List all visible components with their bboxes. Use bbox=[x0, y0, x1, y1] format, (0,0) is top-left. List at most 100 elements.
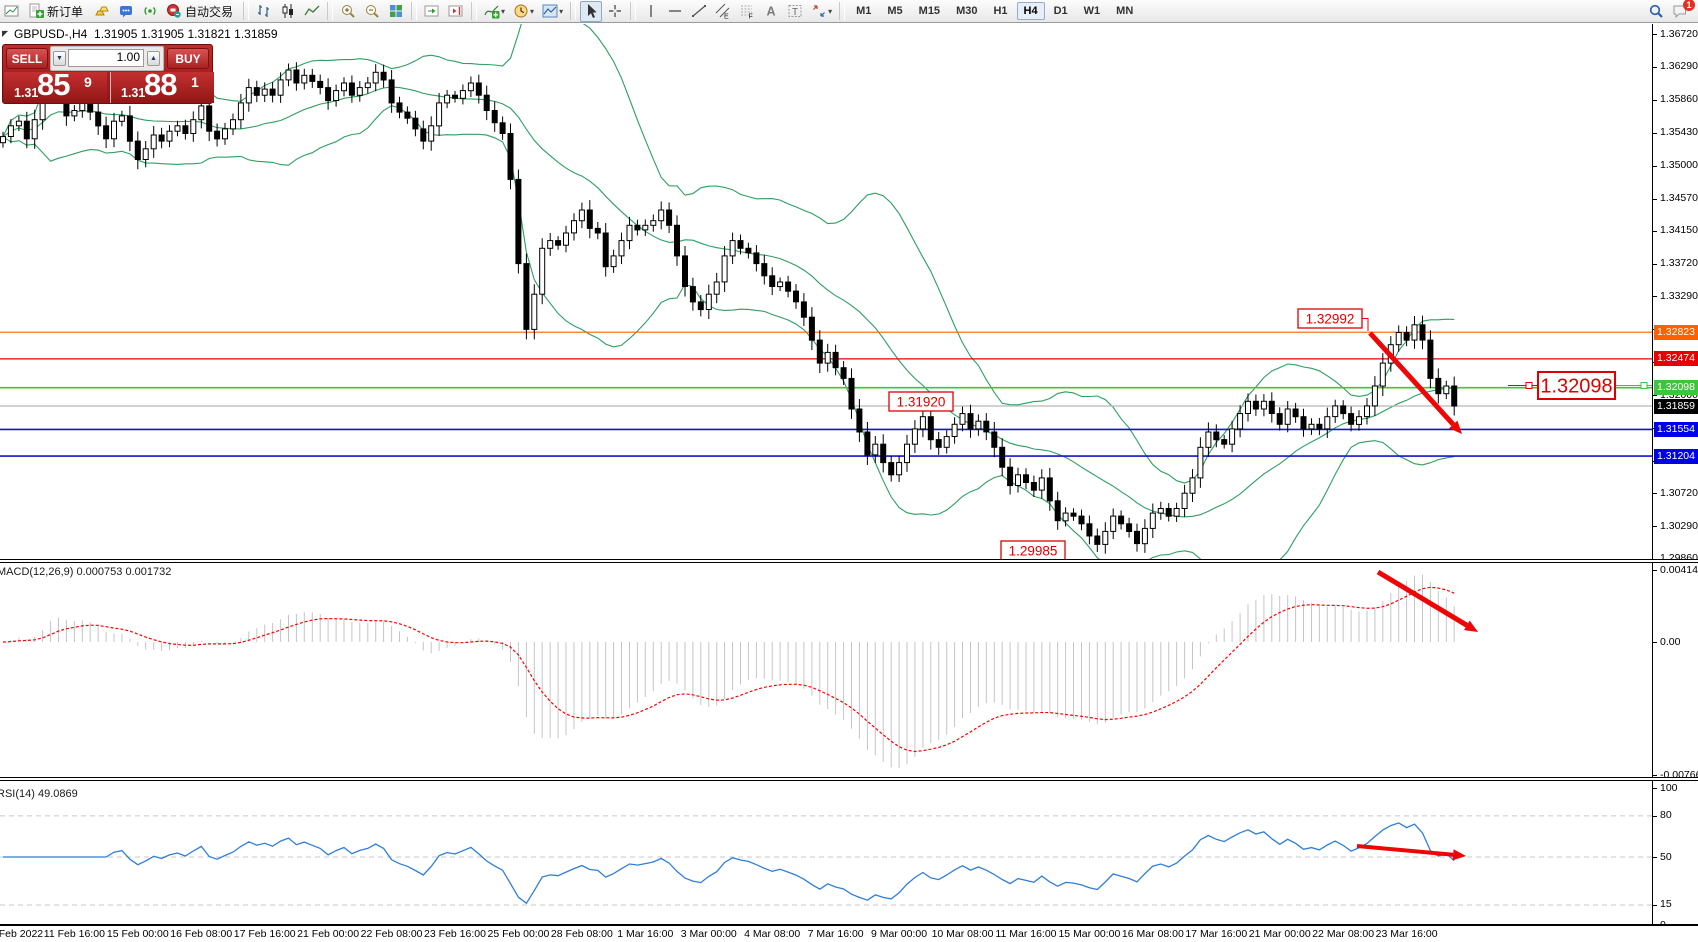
indicators-icon-dropdown[interactable]: ▾ bbox=[501, 6, 506, 16]
timeframe-M1[interactable]: M1 bbox=[856, 5, 872, 17]
timeframe-D1[interactable]: D1 bbox=[1053, 5, 1068, 17]
svg-text:1.31920: 1.31920 bbox=[897, 394, 946, 409]
time-axis-label: 4 Mar 08:00 bbox=[744, 928, 801, 940]
sell-button[interactable]: SELL bbox=[6, 48, 48, 69]
chart-shift-icon[interactable] bbox=[445, 1, 467, 22]
arrows-icon-dropdown[interactable]: ▾ bbox=[828, 6, 833, 16]
buy-button[interactable]: BUY bbox=[167, 48, 209, 69]
toolbar-separator bbox=[839, 2, 846, 20]
sell-price-sup: 9 bbox=[84, 74, 92, 90]
sell-price-panel[interactable]: 1.31 85 9 bbox=[4, 67, 107, 103]
community-chat-icon[interactable] bbox=[115, 1, 137, 22]
toolbar-separator bbox=[411, 2, 418, 20]
autotrade-button[interactable]: 自动交易 bbox=[163, 1, 239, 22]
sell-price-prefix: 1.31 bbox=[14, 86, 39, 100]
timeframe-MN[interactable]: MN bbox=[1116, 5, 1134, 17]
indicators-icon[interactable]: ▾ bbox=[481, 1, 508, 22]
price-level-badge: 1.31554 bbox=[1654, 421, 1698, 437]
crosshair-icon[interactable] bbox=[604, 1, 626, 22]
cursor-icon[interactable] bbox=[580, 0, 603, 22]
text-icon[interactable]: A bbox=[760, 1, 782, 22]
chart-title: GBPUSD-,H4 1.31905 1.31905 1.31821 1.318… bbox=[14, 27, 278, 41]
time-axis-label: 22 Mar 08:00 bbox=[1312, 928, 1375, 940]
rsi-bottom-border bbox=[0, 924, 1698, 926]
time-axis-label: 9 Feb 2022 bbox=[0, 928, 44, 940]
timeframe-M30[interactable]: M30 bbox=[956, 5, 978, 17]
rsi-axis-label: 100 bbox=[1660, 781, 1678, 794]
time-axis-label: 17 Mar 16:00 bbox=[1185, 928, 1248, 940]
timeframe-H1[interactable]: H1 bbox=[993, 5, 1008, 17]
new-order-button[interactable]: 新订单 bbox=[25, 1, 89, 22]
time-axis-label: 16 Mar 08:00 bbox=[1121, 928, 1184, 940]
time-axis-label: 23 Feb 16:00 bbox=[424, 928, 486, 940]
svg-text:E: E bbox=[724, 14, 729, 20]
volume-increase-button[interactable]: ▲ bbox=[147, 51, 160, 66]
time-axis-label: 15 Mar 00:00 bbox=[1058, 928, 1121, 940]
gold-icon[interactable] bbox=[91, 1, 113, 22]
broadcast-icon[interactable] bbox=[139, 1, 161, 22]
main-macd-separator[interactable] bbox=[0, 559, 1698, 563]
autotrade-button-label: 自动交易 bbox=[185, 4, 234, 19]
horizontal-line-icon[interactable] bbox=[664, 1, 686, 22]
notifications-icon[interactable]: 1 bbox=[1669, 0, 1695, 22]
time-axis-label: 11 Mar 16:00 bbox=[995, 928, 1057, 940]
volume-decrease-button[interactable]: ▼ bbox=[53, 51, 66, 66]
price-tick: 1.35000 bbox=[1660, 159, 1698, 172]
candlestick-chart-icon[interactable] bbox=[277, 1, 299, 22]
timeframe-M5[interactable]: M5 bbox=[887, 5, 903, 17]
axis-tickmark bbox=[1653, 642, 1657, 643]
new-order-button-label: 新订单 bbox=[47, 4, 84, 19]
templates-icon[interactable]: ▾ bbox=[539, 1, 566, 22]
arrows-icon[interactable]: ▾ bbox=[808, 1, 835, 22]
fibonacci-icon[interactable]: F bbox=[736, 1, 758, 22]
axis-tickmark bbox=[1653, 395, 1657, 397]
toolbar-separator bbox=[243, 2, 250, 20]
trendline-icon[interactable] bbox=[688, 1, 710, 22]
axis-tickmark bbox=[1653, 526, 1657, 528]
one-click-trading-widget: SELL ▼ 1.00 ▲ BUY 1.31 85 9 1.31 88 1 bbox=[2, 44, 214, 104]
timeframe-H4[interactable]: H4 bbox=[1016, 2, 1045, 20]
time-axis-label: 15 Feb 00:00 bbox=[106, 928, 169, 940]
toolbar-separator bbox=[327, 2, 334, 20]
price-tick: 1.33720 bbox=[1660, 257, 1698, 270]
sell-price-big: 85 bbox=[37, 67, 70, 102]
time-axis-label: 10 Mar 08:00 bbox=[931, 928, 994, 940]
time-axis-label: 21 Feb 00:00 bbox=[297, 928, 360, 940]
search-icon[interactable] bbox=[1645, 1, 1667, 22]
zoom-in-icon[interactable] bbox=[337, 1, 359, 22]
tile-windows-icon[interactable] bbox=[385, 1, 407, 22]
volume-input[interactable]: 1.00 bbox=[68, 49, 144, 67]
line-chart-icon[interactable] bbox=[301, 1, 323, 22]
axis-tickmark bbox=[1653, 165, 1657, 167]
channel-icon[interactable]: E bbox=[712, 1, 734, 22]
time-axis-label: 22 Feb 08:00 bbox=[360, 928, 423, 940]
bar-chart-icon[interactable] bbox=[253, 1, 275, 22]
axis-tickmark bbox=[1653, 788, 1657, 790]
price-axis[interactable]: 1.36720 1.36290 1.35860 1.35430 1.35000 1.345… bbox=[1652, 24, 1698, 931]
axis-tickmark bbox=[1653, 66, 1657, 68]
text-label-icon[interactable]: T bbox=[784, 1, 806, 22]
macd-rsi-separator[interactable] bbox=[0, 777, 1698, 781]
price-tick: 1.30290 bbox=[1660, 519, 1698, 532]
axis-tickmark bbox=[1653, 99, 1657, 101]
buy-price-prefix: 1.31 bbox=[121, 86, 146, 100]
chart-mini-icon[interactable] bbox=[1, 1, 23, 22]
timeframe-M15[interactable]: M15 bbox=[918, 5, 941, 17]
rsi-axis-label: 80 bbox=[1660, 809, 1672, 822]
zoom-out-icon[interactable] bbox=[361, 1, 383, 22]
buy-price-panel[interactable]: 1.31 88 1 bbox=[110, 67, 214, 103]
periods-icon-dropdown[interactable]: ▾ bbox=[530, 6, 535, 16]
periods-icon[interactable]: ▾ bbox=[510, 1, 537, 22]
vertical-line-icon[interactable] bbox=[640, 1, 662, 22]
timeframe-W1[interactable]: W1 bbox=[1083, 5, 1101, 17]
auto-scroll-icon[interactable] bbox=[421, 1, 443, 22]
rsi-axis-label: 15 bbox=[1660, 898, 1672, 911]
axis-tickmark bbox=[1653, 263, 1657, 265]
buy-price-sup: 1 bbox=[191, 74, 199, 90]
templates-icon-dropdown[interactable]: ▾ bbox=[559, 6, 564, 16]
time-axis-label: 1 Mar 16:00 bbox=[617, 928, 674, 940]
toolbar-separator bbox=[570, 2, 577, 20]
price-level-badge: 1.32474 bbox=[1654, 351, 1698, 367]
